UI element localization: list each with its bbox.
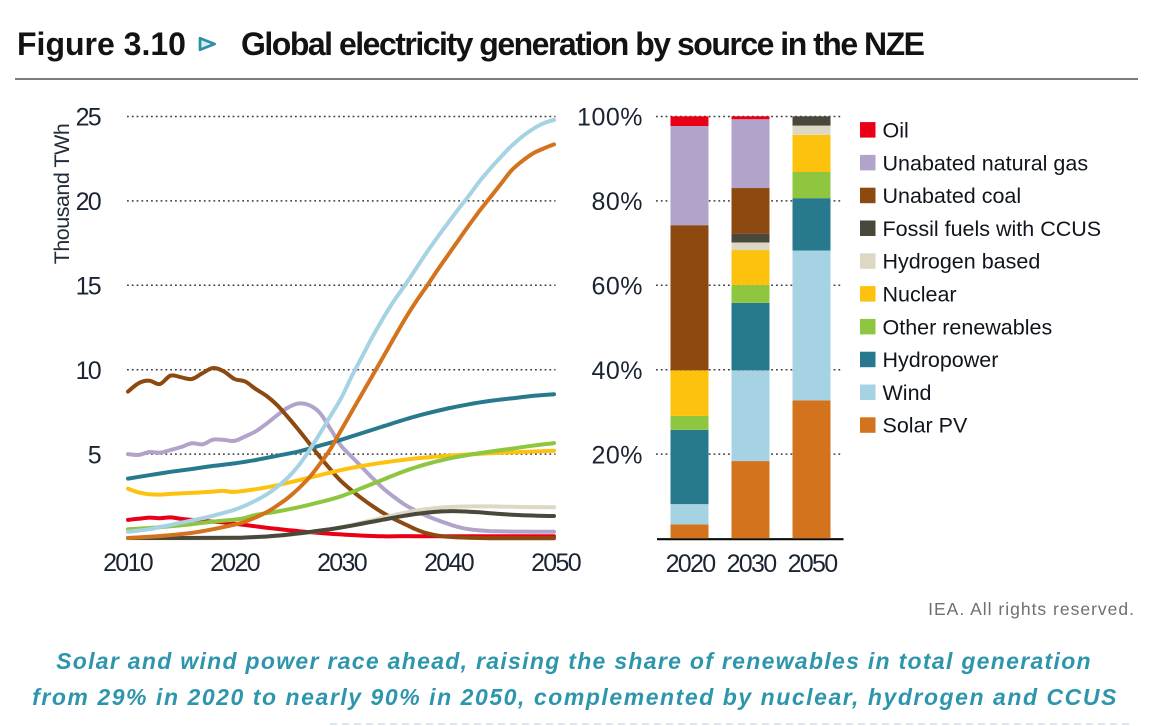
svg-text:100%: 100% xyxy=(577,104,643,132)
svg-text:Unabated natural gas: Unabated natural gas xyxy=(883,151,1089,175)
svg-text:Thousand TWh: Thousand TWh xyxy=(50,124,74,265)
svg-text:2030: 2030 xyxy=(317,549,367,577)
svg-text:Nuclear: Nuclear xyxy=(883,283,957,307)
svg-text:Other renewables: Other renewables xyxy=(883,315,1053,339)
svg-text:Unabated coal: Unabated coal xyxy=(883,184,1022,208)
svg-text:2030: 2030 xyxy=(727,550,777,578)
svg-text:80%: 80% xyxy=(591,188,643,216)
svg-text:5: 5 xyxy=(88,441,101,469)
svg-text:10: 10 xyxy=(76,357,101,385)
svg-text:Oil: Oil xyxy=(883,119,909,143)
svg-text:20%: 20% xyxy=(591,441,643,469)
svg-text:2020: 2020 xyxy=(210,549,260,577)
svg-text:20: 20 xyxy=(76,188,101,216)
svg-text:25: 25 xyxy=(76,104,101,132)
svg-text:2040: 2040 xyxy=(424,549,474,577)
svg-text:Solar PV: Solar PV xyxy=(883,414,969,438)
svg-text:Hydrogen based: Hydrogen based xyxy=(883,250,1041,274)
svg-text:Fossil fuels with CCUS: Fossil fuels with CCUS xyxy=(883,217,1102,241)
svg-text:2050: 2050 xyxy=(531,549,581,577)
svg-text:Hydropower: Hydropower xyxy=(883,348,999,372)
svg-text:Wind: Wind xyxy=(883,381,932,405)
svg-text:2050: 2050 xyxy=(788,550,838,578)
svg-text:60%: 60% xyxy=(591,273,643,301)
svg-text:40%: 40% xyxy=(591,357,643,385)
svg-text:2020: 2020 xyxy=(666,550,716,578)
svg-text:2010: 2010 xyxy=(103,549,153,577)
svg-text:15: 15 xyxy=(76,273,101,301)
